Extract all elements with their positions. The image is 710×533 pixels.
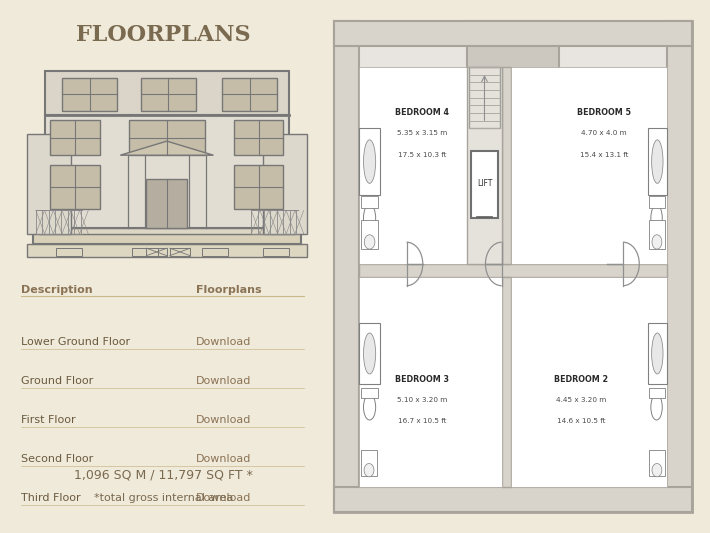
Bar xyxy=(263,134,307,234)
Text: Download: Download xyxy=(196,337,251,348)
Bar xyxy=(501,277,511,487)
Text: Third Floor: Third Floor xyxy=(21,493,81,503)
Ellipse shape xyxy=(652,235,662,249)
Bar xyxy=(334,487,692,512)
Bar xyxy=(146,179,187,228)
Bar xyxy=(359,323,380,384)
Text: Download: Download xyxy=(196,415,251,425)
Text: Download: Download xyxy=(196,376,251,386)
Bar xyxy=(334,21,692,46)
Bar xyxy=(222,78,278,111)
Bar xyxy=(146,248,167,256)
Ellipse shape xyxy=(364,140,376,183)
Bar xyxy=(27,245,307,257)
Text: Download: Download xyxy=(196,493,251,503)
Text: 5.10 x 3.20 m: 5.10 x 3.20 m xyxy=(397,397,447,402)
Bar xyxy=(359,128,380,195)
Polygon shape xyxy=(120,141,214,155)
Bar xyxy=(471,151,498,218)
Text: FLOORPLANS: FLOORPLANS xyxy=(76,24,251,46)
Bar xyxy=(334,21,359,512)
Bar xyxy=(234,165,283,209)
Ellipse shape xyxy=(364,205,376,231)
Bar xyxy=(361,450,377,477)
Bar xyxy=(33,234,301,245)
Text: BEDROOM 5: BEDROOM 5 xyxy=(577,109,631,117)
Bar xyxy=(263,248,289,256)
Text: Second Floor: Second Floor xyxy=(21,454,94,464)
Bar xyxy=(202,248,228,256)
Bar xyxy=(467,21,559,72)
Ellipse shape xyxy=(364,464,374,477)
Text: Description: Description xyxy=(21,285,93,295)
Bar xyxy=(62,78,117,111)
Bar xyxy=(27,134,71,234)
Text: BEDROOM 2: BEDROOM 2 xyxy=(555,375,608,384)
Bar xyxy=(648,128,667,195)
Bar xyxy=(511,67,667,264)
Ellipse shape xyxy=(652,140,663,183)
Bar xyxy=(649,388,665,398)
Bar xyxy=(501,67,511,264)
Bar xyxy=(56,248,82,256)
Bar xyxy=(359,277,501,487)
Bar xyxy=(234,120,283,155)
Ellipse shape xyxy=(652,464,662,477)
Bar xyxy=(50,120,100,155)
Bar xyxy=(45,115,289,228)
Text: *total gross internal area: *total gross internal area xyxy=(94,494,233,503)
Bar xyxy=(467,67,501,264)
Bar xyxy=(361,196,378,208)
Bar xyxy=(511,277,667,487)
Bar xyxy=(469,67,500,128)
Text: Lower Ground Floor: Lower Ground Floor xyxy=(21,337,131,348)
Bar xyxy=(50,165,100,209)
Text: Ground Floor: Ground Floor xyxy=(21,376,94,386)
Bar xyxy=(361,221,378,248)
Text: BEDROOM 4: BEDROOM 4 xyxy=(395,109,449,117)
Bar xyxy=(39,228,295,234)
Bar xyxy=(170,248,190,256)
Bar xyxy=(45,71,289,115)
Text: 15.4 x 13.1 ft: 15.4 x 13.1 ft xyxy=(580,152,628,158)
Bar xyxy=(141,78,196,111)
Bar xyxy=(359,67,501,264)
Ellipse shape xyxy=(651,394,662,420)
Text: 14.6 x 10.5 ft: 14.6 x 10.5 ft xyxy=(557,418,606,424)
Ellipse shape xyxy=(652,333,663,374)
Bar xyxy=(648,323,667,384)
Bar xyxy=(649,221,665,248)
Text: 16.7 x 10.5 ft: 16.7 x 10.5 ft xyxy=(398,418,446,424)
Ellipse shape xyxy=(651,205,662,231)
Text: 4.70 x 4.0 m: 4.70 x 4.0 m xyxy=(581,131,627,136)
Bar xyxy=(649,450,665,477)
Text: 5.35 x 3.15 m: 5.35 x 3.15 m xyxy=(397,131,447,136)
Ellipse shape xyxy=(364,235,375,249)
Bar xyxy=(359,264,667,277)
Ellipse shape xyxy=(364,333,376,374)
Bar xyxy=(361,388,378,398)
Text: Floorplans: Floorplans xyxy=(196,285,261,295)
Bar xyxy=(667,21,692,512)
Text: 17.5 x 10.3 ft: 17.5 x 10.3 ft xyxy=(398,152,446,158)
Text: 4.45 x 3.20 m: 4.45 x 3.20 m xyxy=(556,397,606,402)
Bar xyxy=(649,196,665,208)
Bar xyxy=(129,120,204,155)
Text: Download: Download xyxy=(196,454,251,464)
Bar xyxy=(132,248,158,256)
Text: 1,096 SQ M / 11,797 SQ FT *: 1,096 SQ M / 11,797 SQ FT * xyxy=(74,469,253,482)
Text: First Floor: First Floor xyxy=(21,415,76,425)
Text: BEDROOM 3: BEDROOM 3 xyxy=(395,375,449,384)
Ellipse shape xyxy=(364,394,376,420)
Text: LIFT: LIFT xyxy=(477,179,492,188)
